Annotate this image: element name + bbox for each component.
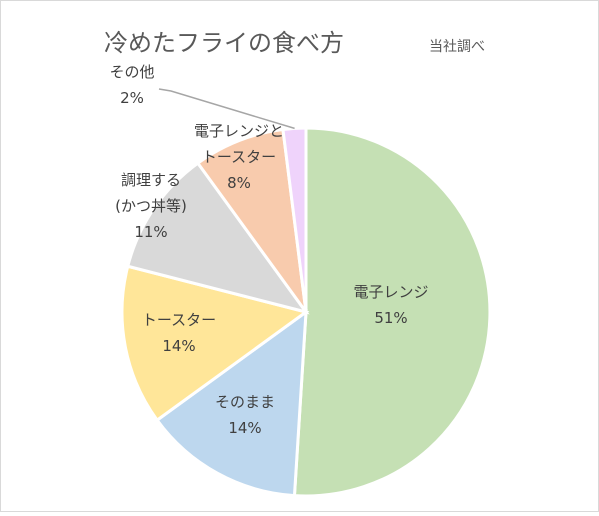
slice-toaster-percent: 14% [162,337,195,355]
slice-other-percent: 2% [120,89,144,107]
slice-microwave-and-toaster [195,127,308,313]
slice-other-category: その他 [109,63,154,81]
slice-as-is-percent: 14% [228,419,261,437]
slice-microwave-and-toaster-label: 電子レンジとトースター 8% [194,122,284,192]
slice-cooked-label: 調理する (かつ丼等) 11% [115,171,187,241]
slice-toaster-label: トースター 14% [142,311,216,355]
pie-labels: 電子レンジ 51% そのまま 14% トースター 14% 調理する (かつ丼等) 11% 電子レン… [109,63,428,437]
slice-microwave [292,126,492,498]
slice-cooked-percent: 11% [134,223,167,241]
slice-microwave-and-toaster-category: 電子レンジと [194,122,284,140]
slice-cooked [125,161,310,315]
slice-as-is [155,308,308,498]
chart-title: 冷めたフライの食べ方 [104,29,344,57]
slice-as-is-category: そのまま [215,393,275,411]
pie-slices [120,126,492,498]
slice-as-is-label: そのまま 14% [215,393,275,437]
slice-cooked-category: (かつ丼等) [115,197,187,215]
chart-subtitle: 当社調べ [429,39,485,55]
leader-line-other [158,88,295,130]
slice-cooked-category: 調理する [121,171,181,189]
slice-microwave-and-toaster-percent: 8% [227,174,251,192]
slice-microwave-percent: 51% [374,309,407,327]
slice-other-label: その他 2% [109,63,154,107]
slice-microwave-label: 電子レンジ 51% [353,283,428,327]
slice-toaster-category: トースター [142,311,216,329]
slice-microwave-category: 電子レンジ [353,283,428,301]
slice-toaster [120,264,310,423]
slice-microwave-and-toaster-category: トースター [202,148,276,166]
